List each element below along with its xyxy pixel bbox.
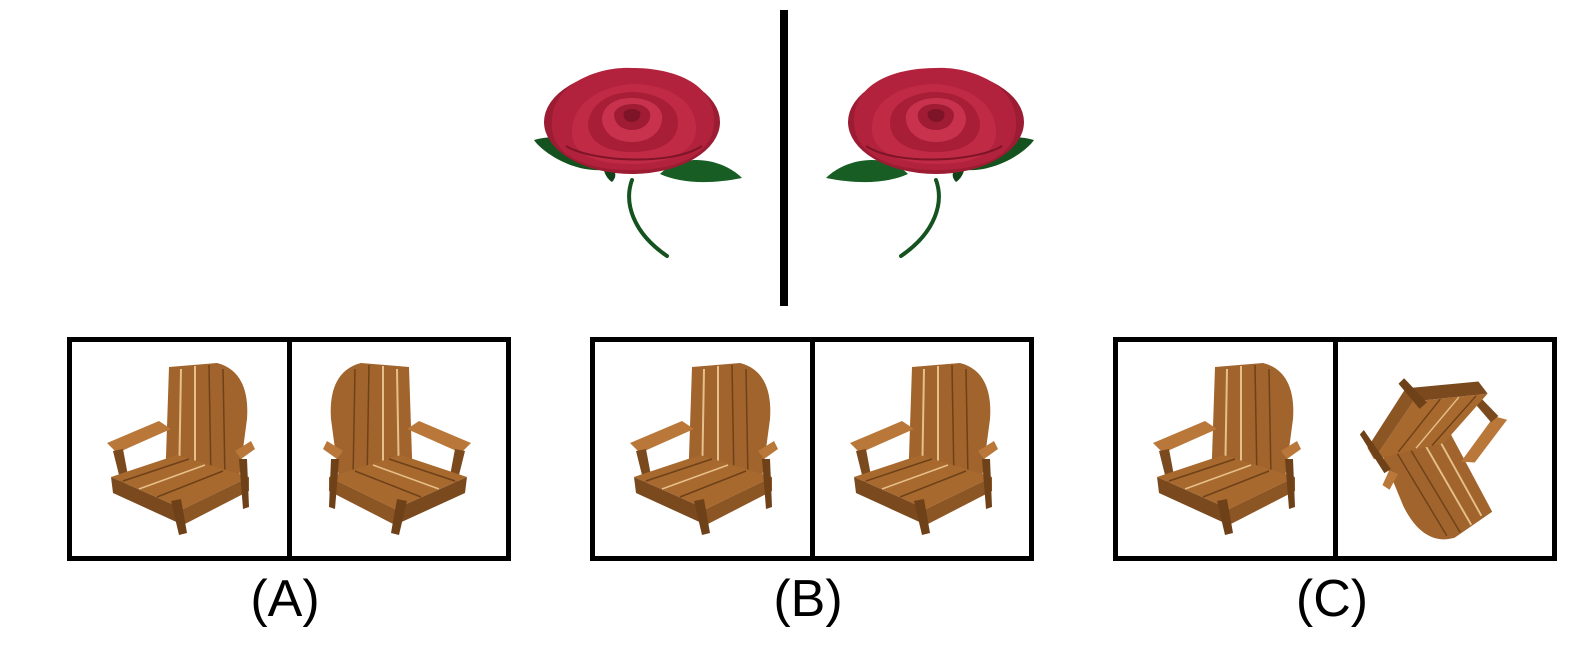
option-b-left-cell [595, 342, 810, 556]
rose-icon-left [532, 65, 744, 258]
rose-icon-right-mirrored [824, 65, 1036, 258]
option-c-right-cell [1332, 342, 1553, 557]
adirondack-chair-icon [629, 362, 780, 536]
adirondack-chair-icon [1152, 362, 1303, 536]
option-b-right-cell [809, 342, 1030, 556]
option-c-left-cell [1118, 342, 1333, 556]
option-a-panel[interactable] [67, 337, 511, 561]
adirondack-chair-icon [1340, 343, 1546, 557]
option-b-panel[interactable] [590, 337, 1034, 561]
adirondack-chair-icon [321, 362, 472, 536]
mirror-divider-line [780, 10, 788, 306]
option-a-right-cell [286, 342, 507, 556]
option-b-label: (B) [773, 570, 843, 628]
adirondack-chair-icon [106, 362, 257, 536]
option-a-label: (A) [250, 570, 320, 628]
adirondack-chair-icon [848, 362, 999, 536]
option-c-panel[interactable] [1113, 337, 1557, 561]
option-a-left-cell [72, 342, 287, 556]
option-c-label: (C) [1295, 570, 1369, 628]
